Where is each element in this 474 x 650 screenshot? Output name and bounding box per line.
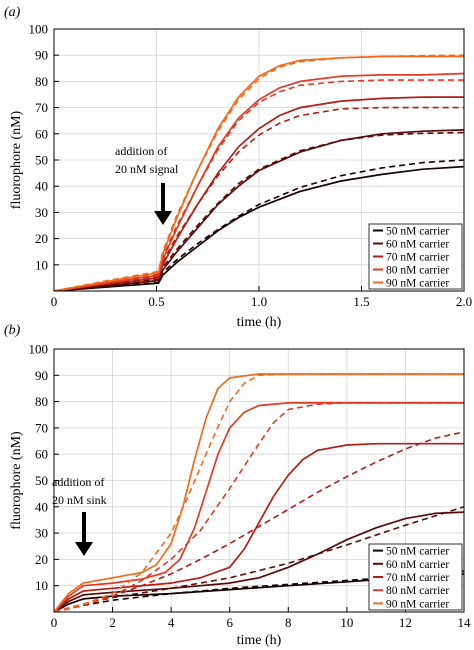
x-tick-label-2: 4 xyxy=(168,615,175,630)
x-tick-label-0: 0 xyxy=(51,615,58,630)
series-1-solid-line xyxy=(54,511,464,612)
y-tick-label-0: 10 xyxy=(35,578,48,593)
x-tick-label-2: 1.0 xyxy=(251,294,267,309)
series-4-dashed-line xyxy=(54,373,464,612)
legend-entry-2: 70 nM carrier xyxy=(386,572,449,584)
legend-entry-1: 60 nM carrier xyxy=(386,559,449,571)
annotation-line-1: addition of xyxy=(52,475,104,489)
legend-box xyxy=(368,223,463,290)
y-axis-label: fluorophore (nM) xyxy=(9,431,24,530)
legend-entry-0: 50 nM carrier xyxy=(386,226,449,238)
legend-entry-3: 80 nM carrier xyxy=(386,585,449,597)
y-tick-label-3: 40 xyxy=(35,499,48,514)
legend-entry-1: 60 nM carrier xyxy=(386,239,449,251)
y-tick-label-6: 70 xyxy=(35,100,48,115)
legend-entry-3: 80 nM carrier xyxy=(386,265,449,277)
legend-entry-0: 50 nM carrier xyxy=(386,546,449,558)
x-tick-label-4: 2.0 xyxy=(456,294,472,309)
series-4-solid-line xyxy=(54,373,464,612)
y-tick-label-4: 50 xyxy=(35,153,48,168)
x-tick-label-4: 8 xyxy=(285,615,292,630)
legend-entry-2: 70 nM carrier xyxy=(386,252,449,264)
y-tick-label-2: 30 xyxy=(35,526,48,541)
x-tick-label-7: 14 xyxy=(458,615,472,630)
y-tick-label-4: 50 xyxy=(35,473,48,488)
annotation-line-2: 20 nM sink xyxy=(52,493,107,507)
series-3-dashed-line xyxy=(54,402,464,612)
y-tick-label-7: 80 xyxy=(35,74,48,89)
chart-panel-a: 0 0.5 1.0 1.5 2.0 10 20 30 40 50 60 70 80 90 100 time (… xyxy=(4,5,472,330)
x-tick-label-6: 12 xyxy=(399,615,412,630)
annotation-line-1: addition of xyxy=(115,144,167,158)
y-tick-label-1: 20 xyxy=(35,552,48,567)
annotation-arrow-head xyxy=(75,542,93,556)
y-tick-label-0: 10 xyxy=(35,257,48,272)
series-2-solid-line xyxy=(54,442,464,612)
series-2-dashed-line xyxy=(54,431,464,612)
x-tick-label-3: 6 xyxy=(226,615,233,630)
series-4-dashed-line xyxy=(54,54,464,291)
annotation-arrow-head xyxy=(154,211,172,225)
series-0-dashed-line xyxy=(54,159,464,291)
y-tick-label-3: 40 xyxy=(35,179,48,194)
x-tick-label-3: 1.5 xyxy=(353,294,369,309)
panel-label: (a) xyxy=(4,5,21,20)
y-tick-label-8: 90 xyxy=(35,48,48,63)
x-axis-label: time (h) xyxy=(237,315,282,330)
panel-label: (b) xyxy=(4,323,21,338)
y-tick-label-1: 20 xyxy=(35,231,48,246)
x-axis-label: time (h) xyxy=(237,633,282,648)
legend-entry-4: 90 nM carrier xyxy=(386,278,449,290)
x-tick-label-1: 0.5 xyxy=(148,294,164,309)
series-3-solid-line xyxy=(54,402,464,612)
y-axis-label: fluorophore (nM) xyxy=(9,110,24,209)
y-tick-label-2: 30 xyxy=(35,205,48,220)
x-tick-label-1: 2 xyxy=(109,615,116,630)
chart-panel-b: 0 2 4 6 8 10 12 14 10 20 30 40 50 60 70 80 90 100 time (h)… xyxy=(4,323,471,648)
y-tick-label-5: 60 xyxy=(35,447,48,462)
y-tick-label-9: 100 xyxy=(29,22,49,37)
annotation-line-2: 20 nM signal xyxy=(115,162,179,176)
legend-entry-4: 90 nM carrier xyxy=(386,598,449,610)
legend-box xyxy=(368,543,463,611)
x-tick-label-0: 0 xyxy=(51,294,58,309)
series-2-solid-line xyxy=(54,96,464,291)
y-tick-label-7: 80 xyxy=(35,394,48,409)
y-tick-label-6: 70 xyxy=(35,420,48,435)
y-tick-label-5: 60 xyxy=(35,126,48,141)
y-tick-label-8: 90 xyxy=(35,368,48,383)
x-tick-label-5: 10 xyxy=(340,615,353,630)
y-tick-label-9: 100 xyxy=(29,342,49,357)
